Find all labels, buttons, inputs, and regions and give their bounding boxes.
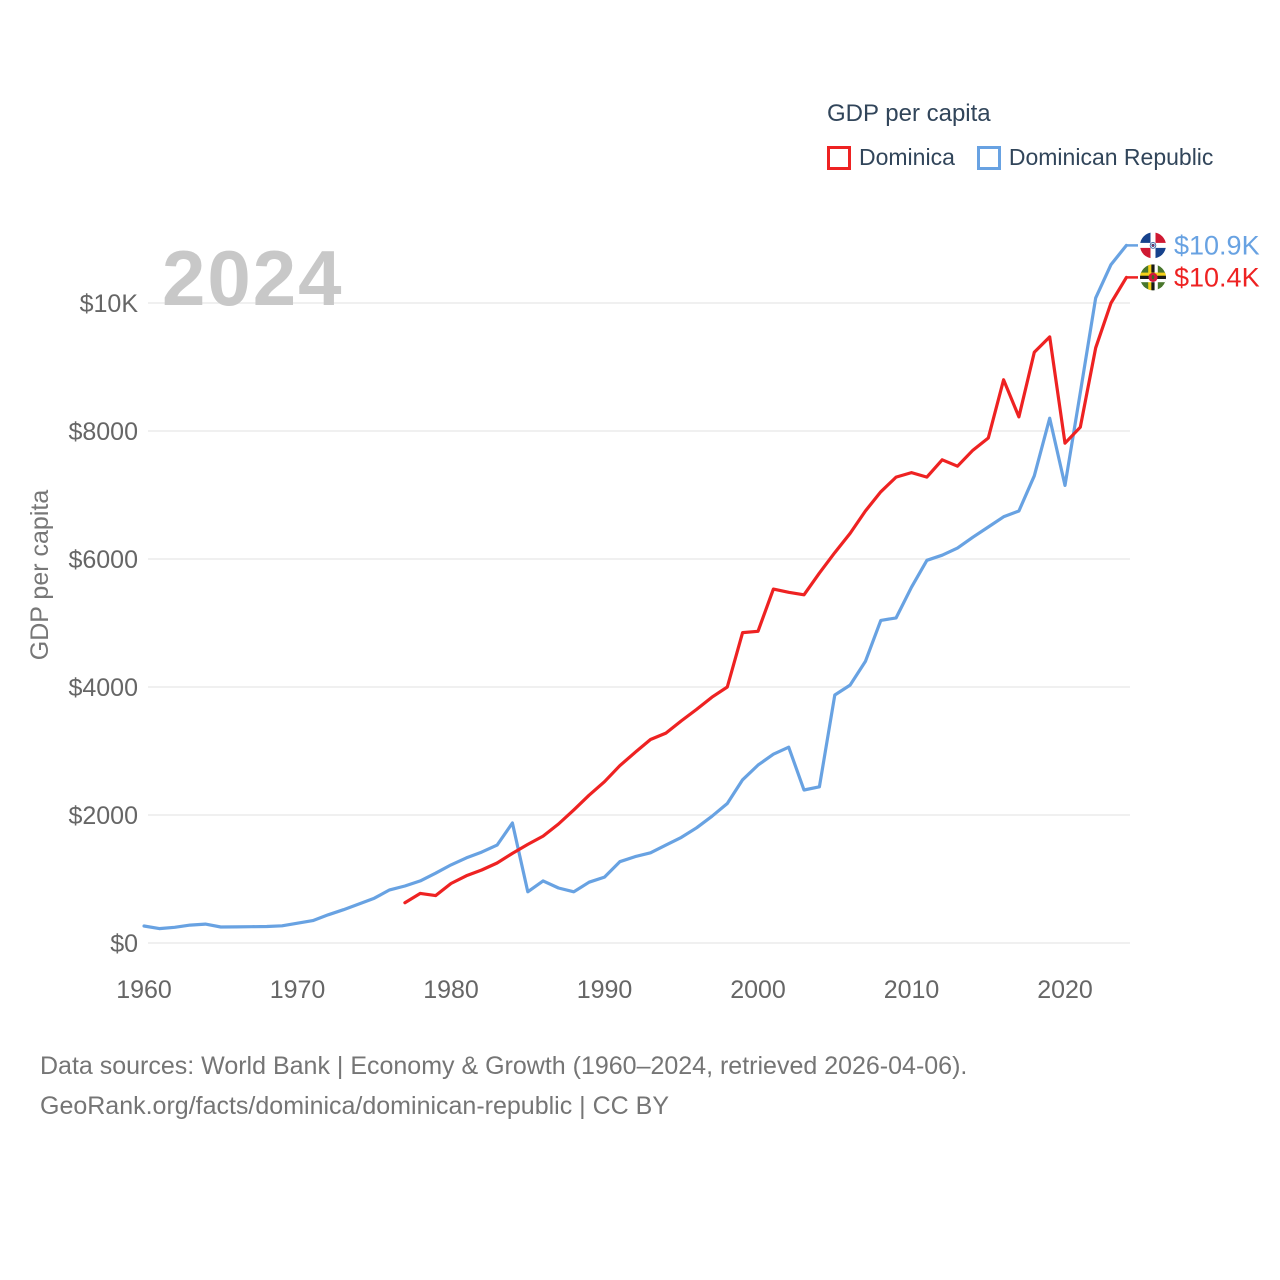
end-value-label-dominican-republic: $10.9K [1174, 230, 1260, 260]
legend-label-dominica: Dominica [859, 144, 955, 170]
x-axis-tick-label: 2010 [884, 976, 940, 1004]
legend-title: GDP per capita [827, 100, 991, 127]
x-axis-tick-label: 1970 [270, 976, 326, 1004]
x-axis-tick-label: 1960 [116, 976, 172, 1004]
x-axis-tick-label: 2020 [1037, 976, 1093, 1004]
x-axis-tick-label: 1990 [577, 976, 633, 1004]
y-axis-tick-label: $8000 [68, 418, 138, 446]
footer: Data sources: World Bank | Economy & Gro… [40, 1046, 967, 1126]
y-axis-tick-label: $6000 [68, 546, 138, 574]
series-line-dominican-republic[interactable] [142, 243, 1129, 931]
x-axis-tick-label: 1980 [423, 976, 479, 1004]
footer-data-sources: Data sources: World Bank | Economy & Gro… [40, 1052, 968, 1080]
y-axis-tick-label: $4000 [68, 674, 138, 702]
end-value-label-dominica: $10.4K [1174, 262, 1260, 292]
footer-attribution-link: GeoRank.org/facts/dominica/dominican-rep… [40, 1092, 669, 1120]
legend-label-dominican-republic: Dominican Republic [1008, 144, 1214, 170]
legend-item-dominica[interactable]: Dominica [827, 144, 955, 171]
x-axis-tick-label: 2000 [730, 976, 786, 1004]
dominican-republic-swatch-icon [976, 145, 1001, 170]
dominica-flag-icon [1140, 264, 1166, 291]
chart-plot: $0 $2000 $4000 $6000 $8000 $10K 1960 1970 1980 19… [26, 230, 1260, 1004]
y-axis-tick-label: $0 [110, 930, 138, 958]
year-watermark: 2024 [162, 234, 344, 322]
dominica-swatch-icon [827, 145, 851, 170]
legend: GDP per capita Dominica Dominican Republ… [827, 100, 1213, 171]
legend-item-dominican-republic[interactable]: Dominican Republic [976, 144, 1214, 171]
y-axis-title: GDP per capita [26, 490, 54, 661]
y-axis-tick-label: $10K [80, 290, 139, 318]
series-line-dominica[interactable] [403, 275, 1129, 905]
y-axis-tick-label: $2000 [68, 802, 138, 830]
dominican-republic-flag-icon [1140, 232, 1166, 259]
